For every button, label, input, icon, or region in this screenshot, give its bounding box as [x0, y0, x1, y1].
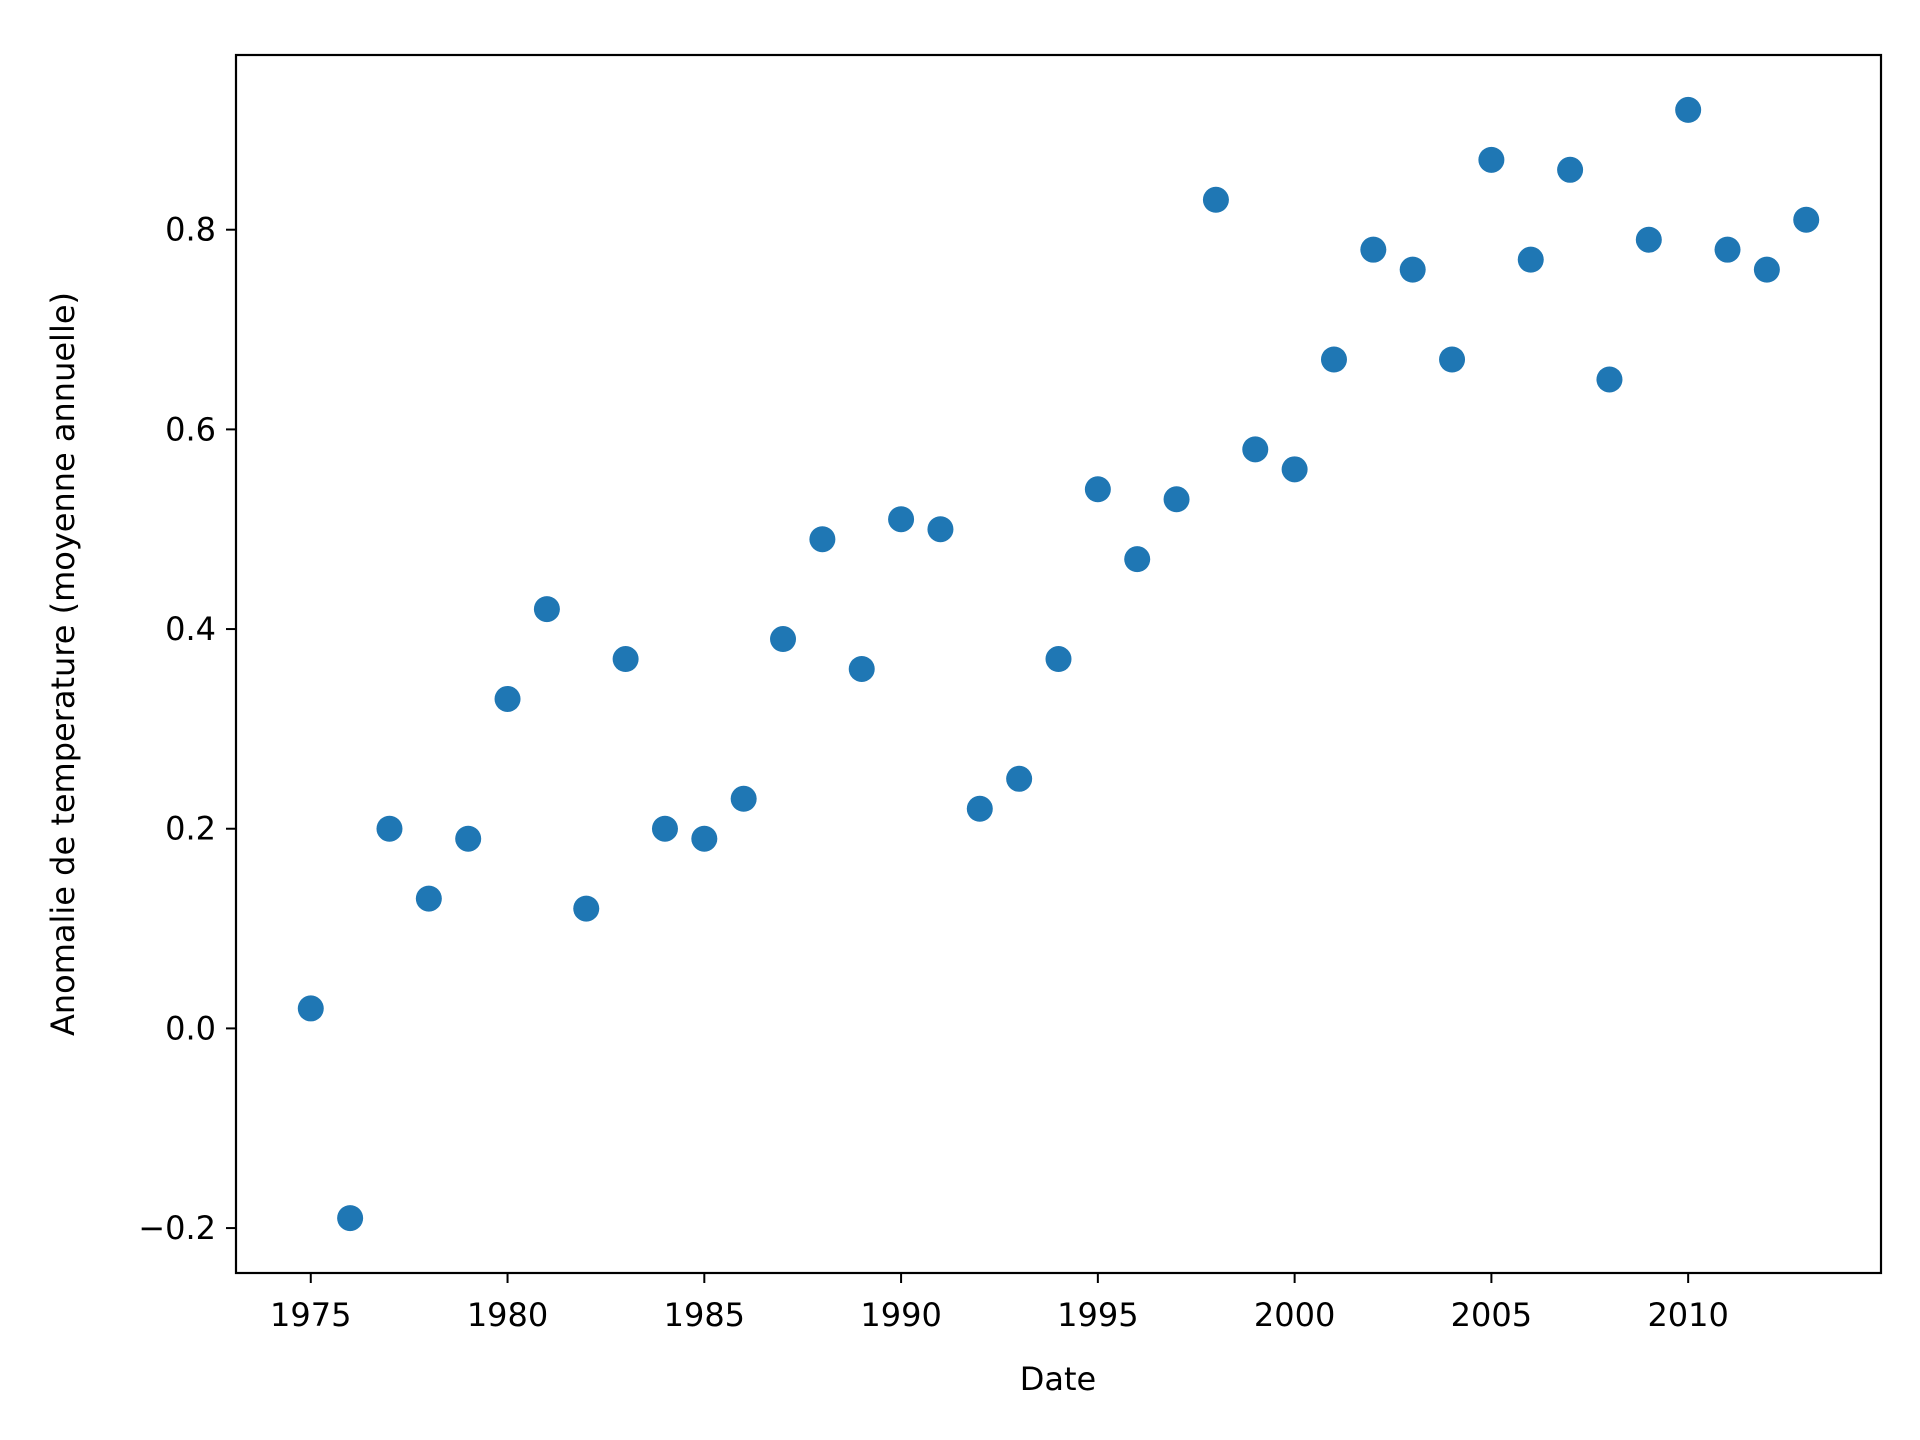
data-point: [730, 785, 757, 812]
y-tick-label: 0.8: [165, 211, 216, 249]
y-tick-label: 0.4: [165, 610, 216, 648]
data-point: [1202, 186, 1229, 213]
data-point: [1281, 456, 1308, 483]
data-point: [455, 825, 482, 852]
data-point: [1242, 436, 1269, 463]
data-point: [1557, 156, 1584, 183]
plot-area-frame: [234, 53, 1883, 1275]
x-tick-label: 1990: [860, 1296, 941, 1334]
data-point: [297, 995, 324, 1022]
data-point: [1439, 346, 1466, 373]
x-tick-label: 2000: [1254, 1296, 1335, 1334]
data-point: [1517, 246, 1544, 273]
data-point: [1753, 256, 1780, 283]
x-tick-label: 2010: [1647, 1296, 1728, 1334]
data-point: [888, 506, 915, 533]
y-tick-label: −0.2: [138, 1209, 216, 1247]
data-point: [337, 1205, 364, 1232]
data-point: [1084, 476, 1111, 503]
data-point: [415, 885, 442, 912]
data-point: [927, 516, 954, 543]
data-point: [612, 646, 639, 673]
y-axis-ticks: −0.2 0.0 0.2 0.4 0.6 0.8: [138, 211, 236, 1247]
data-point: [1635, 226, 1662, 253]
x-tick-label: 2005: [1451, 1296, 1532, 1334]
x-axis-label: Date: [1020, 1360, 1096, 1398]
data-point: [1360, 236, 1387, 263]
data-point: [494, 685, 521, 712]
data-point: [1124, 546, 1151, 573]
x-tick-label: 1980: [467, 1296, 548, 1334]
data-point: [533, 596, 560, 623]
data-point: [1045, 646, 1072, 673]
data-points: [297, 96, 1820, 1232]
data-point: [1675, 96, 1702, 123]
x-tick-label: 1985: [664, 1296, 745, 1334]
y-tick-label: 0.2: [165, 810, 216, 848]
y-tick-label: 0.6: [165, 410, 216, 448]
data-point: [1793, 206, 1820, 233]
data-point: [848, 655, 875, 682]
data-point: [966, 795, 993, 822]
data-point: [1163, 486, 1190, 513]
data-point: [573, 895, 600, 922]
y-axis-label: Anomalie de temperature (moyenne annuell…: [44, 292, 82, 1036]
x-tick-label: 1975: [270, 1296, 351, 1334]
data-point: [1320, 346, 1347, 373]
data-point: [1714, 236, 1741, 263]
data-point: [376, 815, 403, 842]
data-point: [1006, 765, 1033, 792]
data-point: [1596, 366, 1623, 393]
data-point: [770, 626, 797, 653]
data-point: [1478, 146, 1505, 173]
data-point: [691, 825, 718, 852]
x-tick-label: 1995: [1057, 1296, 1138, 1334]
data-point: [1399, 256, 1426, 283]
data-point: [809, 526, 836, 553]
data-point: [651, 815, 678, 842]
y-tick-label: 0.0: [165, 1009, 216, 1047]
x-axis-ticks: 1975 1980 1985 1990 1995 2000 2005 2010: [270, 1273, 1729, 1334]
